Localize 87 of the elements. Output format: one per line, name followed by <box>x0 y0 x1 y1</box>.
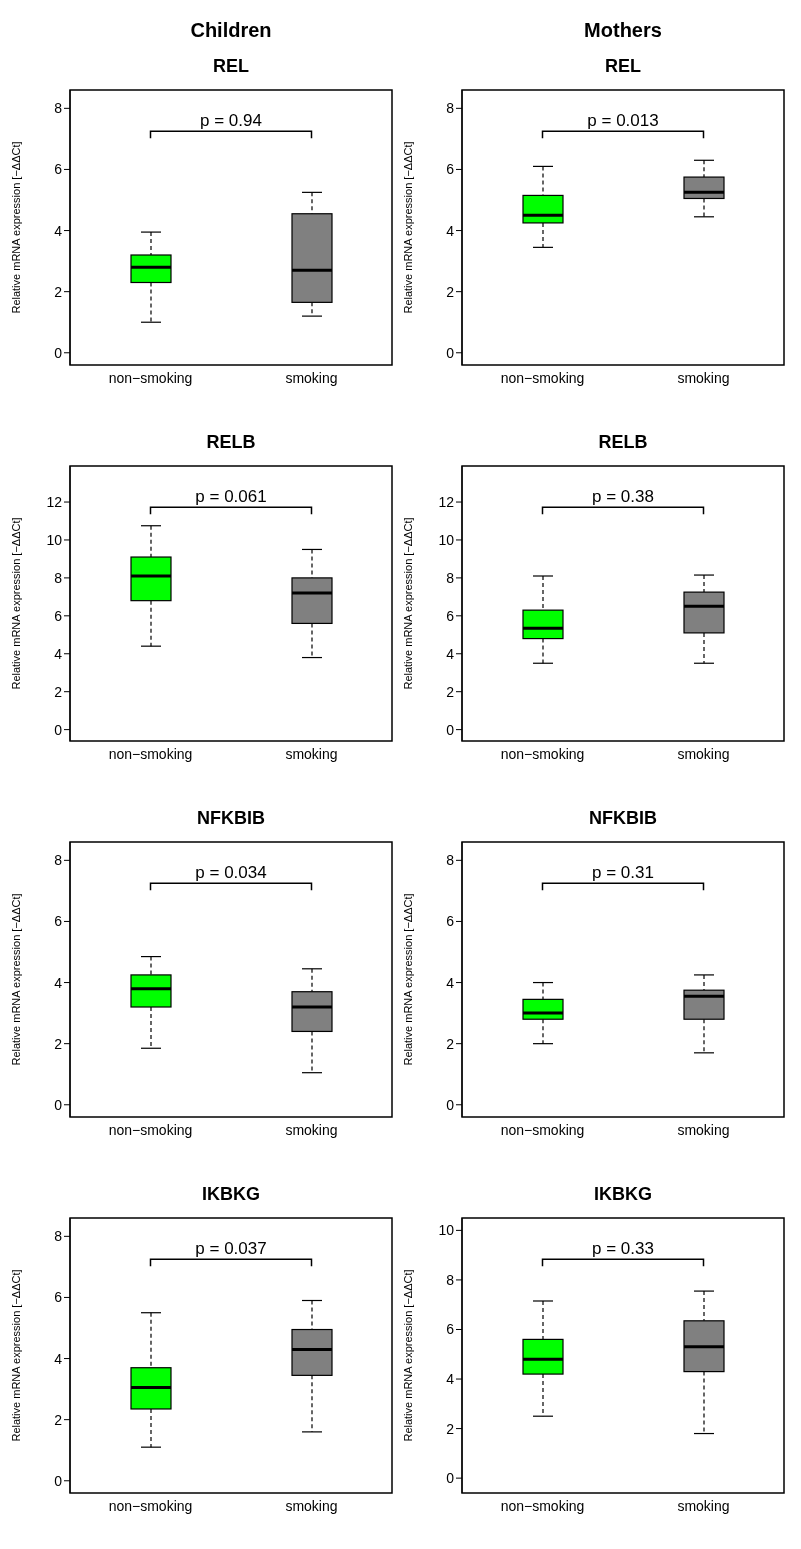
y-tick-label: 0 <box>54 1472 63 1489</box>
y-tick-label: 6 <box>54 913 63 930</box>
y-tick-label: 8 <box>54 852 63 869</box>
x-tick-label: smoking <box>285 369 338 386</box>
x-tick-label: smoking <box>677 1497 730 1514</box>
annotation: p = 0.38 <box>592 487 654 507</box>
annotation: p = 0.94 <box>200 111 262 131</box>
annotation: p = 0.013 <box>587 111 659 131</box>
y-tick-label: 6 <box>54 607 63 624</box>
annotation: p = 0.037 <box>195 1239 267 1259</box>
x-tick-label: smoking <box>285 745 338 762</box>
y-tick-label: 8 <box>54 100 63 117</box>
y-axis-title: Relative mRNA expression [−ΔΔCt] <box>401 893 414 1066</box>
x-tick-label: non−smoking <box>108 745 193 762</box>
y-axis-title: Relative mRNA expression [−ΔΔCt] <box>9 1269 22 1442</box>
x-tick-label: smoking <box>677 1121 730 1138</box>
chart-title: IKBKG <box>593 1183 653 1206</box>
y-tick-label: 6 <box>446 607 455 624</box>
y-tick-label: 8 <box>446 100 455 117</box>
y-tick-label: 2 <box>446 1035 455 1052</box>
y-tick-label: 0 <box>54 1096 63 1113</box>
y-tick-label: 2 <box>54 1035 63 1052</box>
y-tick-label: 2 <box>54 683 63 700</box>
y-tick-label: 0 <box>446 1096 455 1113</box>
chart-title: RELB <box>205 431 257 454</box>
y-tick-label: 2 <box>54 283 63 300</box>
annotation: p = 0.061 <box>195 487 267 507</box>
y-tick-label: 8 <box>446 852 455 869</box>
y-tick-label: 2 <box>54 1411 63 1428</box>
chart-subtitle: Children <box>189 18 273 43</box>
chart-title: RELB <box>597 431 649 454</box>
y-tick-label: 4 <box>446 974 455 991</box>
y-tick-label: 0 <box>446 1470 455 1487</box>
y-tick-label: 6 <box>54 1289 63 1306</box>
y-tick-label: 12 <box>438 494 455 510</box>
x-tick-label: non−smoking <box>500 1121 585 1138</box>
y-tick-label: 4 <box>446 222 455 239</box>
y-tick-label: 10 <box>438 531 455 548</box>
y-tick-label: 2 <box>446 283 455 300</box>
x-tick-label: smoking <box>285 1121 338 1138</box>
y-tick-label: 8 <box>54 1228 63 1245</box>
y-tick-label: 4 <box>446 1371 455 1388</box>
y-tick-label: 10 <box>438 1222 455 1239</box>
chart-title: REL <box>212 55 250 78</box>
y-tick-label: 4 <box>54 222 63 239</box>
x-tick-label: non−smoking <box>108 1121 193 1138</box>
y-tick-label: 2 <box>446 683 455 700</box>
y-tick-label: 10 <box>46 531 63 548</box>
y-tick-label: 0 <box>54 721 63 738</box>
y-axis-title: Relative mRNA expression [−ΔΔCt] <box>401 517 414 690</box>
x-tick-label: non−smoking <box>500 745 585 762</box>
y-tick-label: 8 <box>446 1271 455 1288</box>
y-tick-label: 4 <box>446 645 455 662</box>
x-tick-label: non−smoking <box>500 1497 585 1514</box>
y-tick-label: 4 <box>54 974 63 991</box>
y-axis-title: Relative mRNA expression [−ΔΔCt] <box>9 517 22 690</box>
y-tick-label: 0 <box>446 344 455 361</box>
chart-title: REL <box>604 55 642 78</box>
x-tick-label: non−smoking <box>108 369 193 386</box>
y-axis-title: Relative mRNA expression [−ΔΔCt] <box>9 141 22 314</box>
y-tick-label: 6 <box>54 161 63 178</box>
y-tick-label: 0 <box>54 344 63 361</box>
y-axis-title: Relative mRNA expression [−ΔΔCt] <box>401 1269 414 1442</box>
x-tick-label: smoking <box>677 369 730 386</box>
y-tick-label: 6 <box>446 913 455 930</box>
chart-title: IKBKG <box>201 1183 261 1206</box>
y-tick-label: 12 <box>46 494 63 510</box>
chart-title: NFKBIB <box>588 807 658 830</box>
y-axis-title: Relative mRNA expression [−ΔΔCt] <box>401 141 414 314</box>
annotation: p = 0.31 <box>592 863 654 883</box>
chart-title: NFKBIB <box>196 807 266 830</box>
y-tick-label: 0 <box>446 721 455 738</box>
y-tick-label: 8 <box>446 569 455 586</box>
x-tick-label: non−smoking <box>108 1497 193 1514</box>
y-tick-label: 4 <box>54 1350 63 1367</box>
x-tick-label: smoking <box>677 745 730 762</box>
x-tick-label: smoking <box>285 1497 338 1514</box>
y-tick-label: 4 <box>54 645 63 662</box>
chart-subtitle: Mothers <box>583 18 663 43</box>
y-tick-label: 6 <box>446 1321 455 1338</box>
x-tick-label: non−smoking <box>500 369 585 386</box>
y-tick-label: 2 <box>446 1420 455 1437</box>
annotation: p = 0.034 <box>195 863 267 883</box>
y-axis-title: Relative mRNA expression [−ΔΔCt] <box>9 893 22 1066</box>
y-tick-label: 6 <box>446 161 455 178</box>
y-tick-label: 8 <box>54 569 63 586</box>
annotation: p = 0.33 <box>592 1239 654 1259</box>
